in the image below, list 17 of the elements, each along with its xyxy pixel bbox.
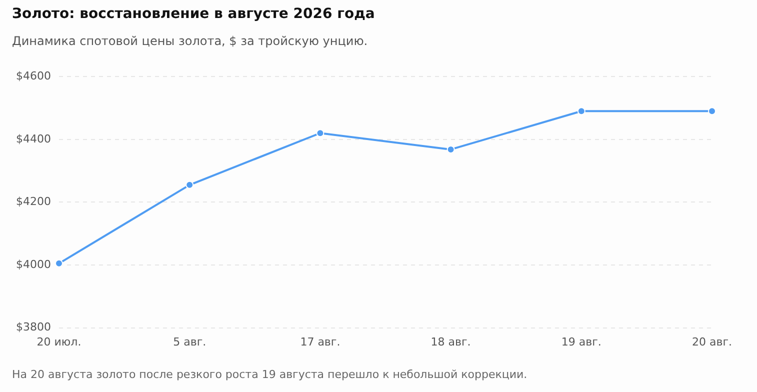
point (577, 107, 586, 116)
y-tick-label: $4200 (16, 195, 51, 208)
y-tick-label: $3800 (16, 320, 51, 334)
chart-title: Золото: восстановление в августе 2026 года (12, 6, 375, 22)
y-tick-label: $4000 (16, 258, 51, 271)
x-tick-label: 19 авг. (561, 335, 602, 348)
x-tick-label: 20 авг. (692, 335, 732, 348)
x-tick-label: 5 авг. (173, 335, 206, 348)
x-tick-label: 17 авг. (300, 335, 340, 348)
point (186, 180, 194, 189)
y-tick-label: $4600 (16, 69, 51, 82)
text: На 20 августа золото после резкого роста 19 августа перешло к небольшой коррекции. (12, 368, 528, 381)
chart-subtitle: Динамика спотовой цены золота, $ за тройскую унцию. (12, 34, 368, 48)
y-tick-label: $4400 (16, 132, 51, 146)
x-tick-label: 18 авг. (430, 335, 471, 348)
point (316, 129, 324, 138)
x-tick-label: 20 июл. (36, 335, 82, 348)
